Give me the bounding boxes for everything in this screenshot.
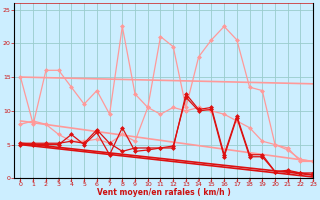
X-axis label: Vent moyen/en rafales ( km/h ): Vent moyen/en rafales ( km/h ) xyxy=(97,188,230,197)
